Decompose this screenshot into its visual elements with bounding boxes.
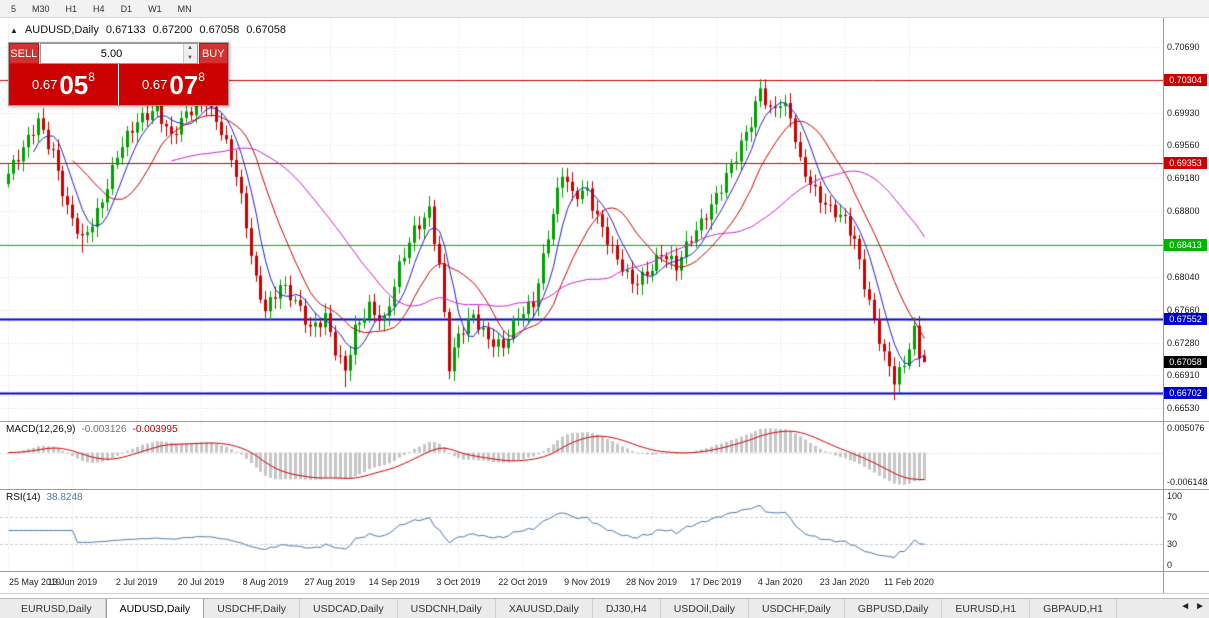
price-level-badge: 0.66702 bbox=[1164, 387, 1207, 400]
chart-bottom-border bbox=[0, 593, 1209, 594]
timeframe-button-d1[interactable]: D1 bbox=[120, 3, 133, 14]
time-axis-label: 25 May 2019 bbox=[8, 577, 62, 587]
chart-tab-usdoil-daily[interactable]: USDOil,Daily bbox=[661, 599, 749, 618]
time-axis-label: 28 Nov 2019 bbox=[625, 577, 678, 587]
price-axis-tick: 0.69180 bbox=[1167, 173, 1200, 184]
chart-tab-audusd-daily[interactable]: AUDUSD,Daily bbox=[105, 599, 205, 618]
price-axis-tick: 0.69560 bbox=[1167, 140, 1200, 151]
price-level-badge: 0.67058 bbox=[1164, 356, 1207, 369]
buy-price-prefix: 0.67 bbox=[142, 77, 168, 92]
price-level-badge: 0.70304 bbox=[1164, 74, 1207, 87]
chart-tab-usdchf-daily[interactable]: USDCHF,Daily bbox=[749, 599, 845, 618]
buy-price-big: 07 bbox=[169, 69, 199, 100]
macd-main-value: -0.003126 bbox=[81, 424, 127, 435]
time-axis-label: 17 Dec 2019 bbox=[690, 577, 742, 587]
time-axis-label: 8 Aug 2019 bbox=[242, 577, 289, 587]
ohlc-close-value: 0.67058 bbox=[246, 24, 286, 36]
chart-title: ▲ AUDUSD,Daily 0.67133 0.67200 0.67058 0… bbox=[10, 24, 286, 36]
rsi-axis-30: 30 bbox=[1167, 539, 1178, 549]
price-chart-canvas[interactable] bbox=[0, 18, 1163, 593]
timeframe-toolbar: 5 M30 H1 H4 D1 W1 MN bbox=[0, 0, 1209, 18]
macd-title: MACD(12,26,9) bbox=[6, 424, 76, 435]
chart-tab-bar: EURUSD,Daily AUDUSD,Daily USDCHF,Daily USDC… bbox=[0, 598, 1209, 618]
buy-price-button[interactable]: 0.67 07 8 bbox=[119, 64, 228, 105]
lot-size-input[interactable] bbox=[40, 44, 183, 63]
sell-price-prefix: 0.67 bbox=[32, 77, 58, 92]
sell-price-button[interactable]: 0.67 05 8 bbox=[9, 64, 118, 105]
ohlc-high-value: 0.67200 bbox=[152, 24, 193, 36]
time-axis-label: 22 Oct 2019 bbox=[498, 577, 548, 587]
pane-divider bbox=[0, 571, 1209, 572]
rsi-pane-header: RSI(14) 38.8248 bbox=[6, 492, 83, 503]
time-axis-label: 27 Aug 2019 bbox=[304, 577, 356, 587]
timeframe-button-5[interactable]: 5 bbox=[11, 3, 17, 14]
sell-price-big: 05 bbox=[59, 69, 89, 100]
time-axis-label: 20 Jul 2019 bbox=[177, 577, 225, 587]
price-axis-tick: 0.68800 bbox=[1167, 206, 1200, 216]
price-axis-border bbox=[1163, 18, 1164, 593]
chart-tab-usdcad-daily[interactable]: USDCAD,Daily bbox=[300, 599, 398, 618]
price-axis-tick: 0.69930 bbox=[1167, 107, 1200, 118]
timeframe-button-h4[interactable]: H4 bbox=[93, 3, 105, 14]
macd-signal-value: -0.003995 bbox=[132, 424, 178, 435]
ohlc-open-value: 0.67133 bbox=[105, 24, 146, 36]
rsi-title: RSI(14) bbox=[6, 492, 41, 503]
chart-tab-gbpaud-h1[interactable]: GBPAUD,H1 bbox=[1030, 599, 1117, 618]
ohlc-low-value: 0.67058 bbox=[199, 24, 240, 36]
buy-price-sup: 8 bbox=[198, 70, 205, 84]
timeframe-button-mn[interactable]: MN bbox=[177, 3, 192, 14]
chart-tab-dj30-h4[interactable]: DJ30,H4 bbox=[593, 599, 661, 618]
one-click-toggle-icon[interactable]: ▲ bbox=[10, 25, 18, 35]
price-axis-tick: 0.67280 bbox=[1167, 337, 1200, 348]
price-axis-tick: 0.66910 bbox=[1167, 370, 1200, 381]
chart-tab-eurusd-h1[interactable]: EURUSD,H1 bbox=[942, 599, 1031, 618]
time-axis-label: 14 Sep 2019 bbox=[368, 577, 420, 587]
buy-button[interactable]: BUY bbox=[198, 43, 228, 64]
lot-increase-icon[interactable]: ▲ bbox=[183, 44, 197, 54]
price-axis-tick: 0.70690 bbox=[1167, 42, 1200, 52]
chart-tab-usdcnh-daily[interactable]: USDCNH,Daily bbox=[398, 599, 496, 618]
chart-tab-gbpusd-daily[interactable]: GBPUSD,Daily bbox=[845, 599, 943, 618]
macd-axis-max: 0.005076 bbox=[1167, 423, 1205, 433]
price-axis-tick: 0.68040 bbox=[1167, 271, 1200, 282]
lot-spinner: ▲ ▼ bbox=[182, 44, 197, 63]
lot-decrease-icon[interactable]: ▼ bbox=[183, 53, 197, 63]
price-level-badge: 0.68413 bbox=[1164, 238, 1207, 251]
timeframe-button-m30[interactable]: M30 bbox=[32, 3, 50, 14]
rsi-value: 38.8248 bbox=[46, 492, 83, 503]
timeframe-button-h1[interactable]: H1 bbox=[65, 3, 78, 14]
chart-tab-xauusd-daily[interactable]: XAUUSD,Daily bbox=[496, 599, 593, 618]
macd-pane-header: MACD(12,26,9) -0.003126 -0.003995 bbox=[6, 424, 178, 435]
price-axis-tick: 0.67660 bbox=[1167, 304, 1200, 315]
rsi-axis-0: 0 bbox=[1167, 560, 1173, 570]
chart-tab-usdchf-daily[interactable]: USDCHF,Daily bbox=[204, 599, 301, 618]
price-axis-tick: 0.66530 bbox=[1167, 403, 1200, 413]
price-level-badge: 0.69353 bbox=[1164, 157, 1207, 170]
tab-scroll-left-icon[interactable]: ◄ bbox=[1180, 601, 1191, 612]
sell-button[interactable]: SELL bbox=[9, 43, 39, 64]
time-axis-label: 23 Jan 2020 bbox=[819, 577, 870, 587]
chart-tab-eurusd-daily[interactable]: EURUSD,Daily bbox=[8, 599, 106, 618]
timeframe-button-w1[interactable]: W1 bbox=[148, 3, 162, 14]
rsi-axis-70: 70 bbox=[1167, 512, 1178, 522]
chart-symbol-label: AUDUSD,Daily bbox=[24, 24, 99, 36]
price-level-badge: 0.67552 bbox=[1164, 313, 1207, 326]
time-axis-label: 3 Oct 2019 bbox=[436, 577, 481, 587]
tab-scroll-right-icon[interactable]: ► bbox=[1195, 601, 1205, 612]
sell-price-sup: 8 bbox=[88, 70, 95, 84]
macd-axis-min: -0.006148 bbox=[1167, 477, 1208, 487]
tab-scroll-controls: ◄ ► bbox=[1178, 601, 1207, 612]
time-axis-label: 4 Jan 2020 bbox=[757, 577, 803, 587]
rsi-axis-100: 100 bbox=[1167, 491, 1183, 501]
pane-divider[interactable] bbox=[0, 489, 1209, 490]
time-axis-label: 2 Jul 2019 bbox=[115, 577, 158, 587]
time-axis-label: 13 Jun 2019 bbox=[47, 577, 98, 587]
time-axis-label: 9 Nov 2019 bbox=[564, 577, 611, 587]
one-click-trading-panel: SELL ▲ ▼ BUY 0.67 05 8 0.67 07 8 bbox=[8, 42, 229, 106]
pane-divider[interactable] bbox=[0, 421, 1209, 422]
lot-size-field: ▲ ▼ bbox=[39, 43, 198, 64]
time-axis-label: 11 Feb 2020 bbox=[883, 577, 934, 587]
